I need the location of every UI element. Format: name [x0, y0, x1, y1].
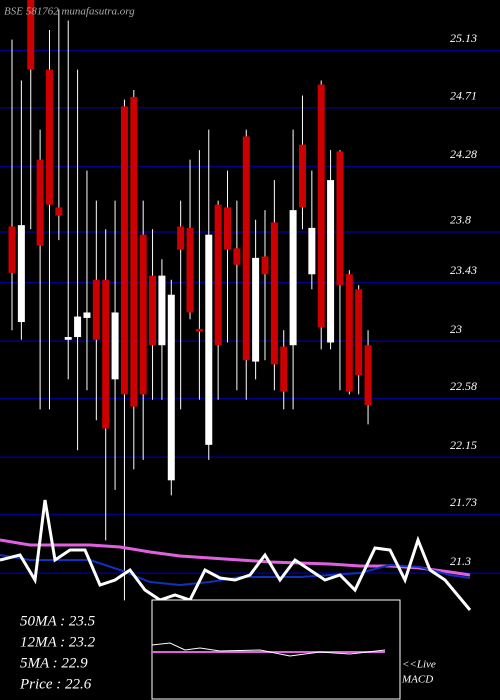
candle-body — [345, 274, 353, 392]
ma-label: 5MA : 22.9 — [20, 655, 88, 671]
candle-body — [186, 227, 194, 313]
candle-body — [364, 345, 372, 406]
candle-body — [92, 279, 100, 340]
live-label: <<Live — [402, 659, 436, 671]
candle-body — [205, 234, 213, 445]
candle-body — [149, 275, 157, 346]
candle-body — [17, 225, 25, 323]
candle-body — [36, 159, 44, 246]
candle-body — [327, 180, 335, 343]
ma-label: 12MA : 23.2 — [20, 634, 96, 650]
candle-body — [289, 210, 297, 346]
candle-body — [298, 144, 306, 208]
candle-body — [45, 69, 53, 205]
candle-body — [139, 234, 147, 395]
macd-box — [151, 599, 401, 700]
y-tick-label: 22.58 — [450, 379, 477, 393]
y-tick-label: 23 — [450, 322, 462, 336]
candle-body — [8, 226, 16, 273]
candle-body — [214, 204, 222, 346]
candle-body — [261, 256, 269, 275]
candle-body — [280, 346, 288, 392]
candle-body — [111, 312, 119, 380]
candle-body — [102, 279, 110, 429]
y-tick-label: 23.8 — [450, 213, 471, 227]
chart-title: BSE 581762 munafasutra.org — [4, 6, 135, 18]
candle-body — [242, 136, 250, 361]
candle-body — [83, 312, 91, 318]
ma-label: 50MA : 23.5 — [20, 613, 96, 629]
y-tick-label: 24.71 — [450, 89, 477, 103]
candle-body — [74, 316, 82, 338]
candle-body — [55, 207, 63, 216]
live-label: MACD — [401, 674, 433, 686]
candle-body — [130, 96, 138, 407]
y-tick-label: 21.73 — [450, 495, 477, 509]
candle-body — [64, 337, 72, 340]
y-tick-label: 25.13 — [450, 31, 477, 45]
candle-body — [120, 106, 128, 395]
candle-body — [355, 289, 363, 376]
y-tick-label: 23.43 — [450, 263, 477, 277]
candle-body — [177, 226, 185, 250]
macd-line — [151, 642, 386, 657]
y-tick-label: 24.28 — [450, 147, 477, 161]
candle-body — [27, 0, 35, 70]
candle-body — [252, 257, 260, 362]
candle-body — [270, 222, 278, 365]
candle-body — [224, 207, 232, 250]
y-tick-label: 21.3 — [450, 554, 471, 568]
candle-body — [158, 275, 166, 346]
candle-body — [167, 294, 175, 481]
candle-body — [233, 248, 241, 265]
candle-body — [308, 227, 316, 275]
ma-label: Price : 22.6 — [19, 676, 92, 692]
candle-body — [195, 328, 203, 332]
candle-body — [317, 84, 325, 328]
candle-body — [336, 151, 344, 286]
y-tick-label: 22.15 — [450, 438, 477, 452]
indicator-line — [0, 499, 472, 611]
